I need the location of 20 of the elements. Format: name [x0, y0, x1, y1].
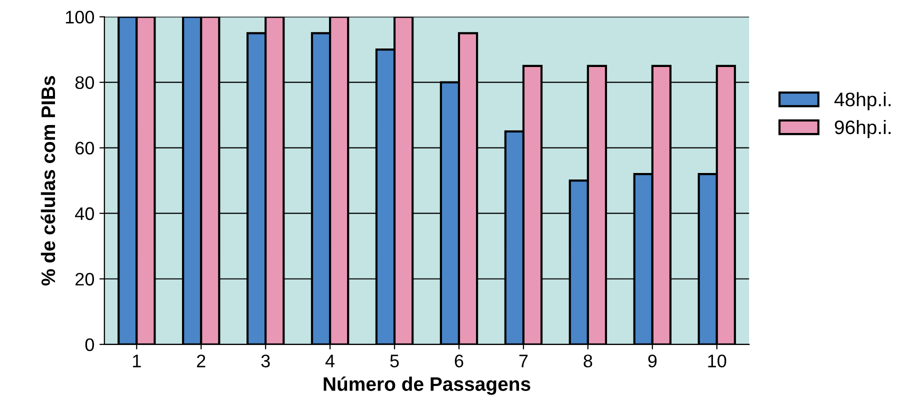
x-axis-title: Número de Passagens: [324, 376, 530, 395]
legend-label: 96hp.i.: [834, 120, 891, 138]
legend-label: 48hp.i.: [834, 92, 891, 110]
x-tick-label: 6: [454, 354, 464, 368]
x-tick-label: 4: [325, 354, 335, 368]
y-tick-label: 60: [76, 142, 94, 155]
x-tick-label: 1: [133, 354, 141, 368]
x-tick-label: 7: [519, 354, 528, 368]
y-tick-label: 20: [76, 272, 94, 286]
y-tick-label: 40: [75, 207, 94, 220]
y-axis-title: % de células com PIBs: [40, 76, 56, 286]
x-tick-label: 9: [648, 354, 657, 368]
x-tick-label: 3: [261, 354, 270, 368]
x-tick-label: 2: [197, 354, 206, 368]
y-tick-label: 80: [75, 76, 94, 90]
y-tick-label: 0: [85, 338, 94, 352]
x-tick-label: 5: [390, 354, 399, 368]
x-tick-label: 8: [584, 354, 592, 368]
x-tick-label: 10: [708, 354, 726, 368]
y-tick-label: 100: [66, 10, 94, 24]
